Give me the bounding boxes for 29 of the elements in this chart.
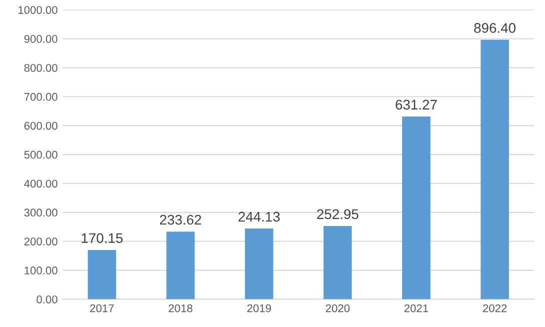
y-tick-label: 200.00 — [24, 238, 58, 246]
bar — [244, 228, 274, 300]
y-tick-label: 300.00 — [24, 208, 58, 217]
data-label: 233.62 — [160, 214, 202, 225]
y-tick-label: 500.00 — [24, 150, 58, 159]
y-tick-label: 0.00 — [36, 295, 58, 304]
y-tick-label: 800.00 — [24, 64, 58, 72]
x-tick-label: 2021 — [404, 304, 428, 312]
x-tick-label: 2017 — [90, 304, 114, 312]
y-tick-label: 900.00 — [24, 35, 58, 43]
data-label: 252.95 — [317, 209, 358, 220]
data-label: 631.27 — [396, 100, 437, 110]
bar — [166, 232, 195, 300]
bar — [324, 226, 352, 300]
y-tick-label: 1000.00 — [18, 6, 58, 14]
y-tick-label: 600.00 — [24, 122, 58, 130]
data-label: 170.15 — [82, 233, 123, 244]
bar — [402, 116, 430, 300]
y-tick-label: 400.00 — [24, 180, 58, 188]
bar — [480, 40, 509, 300]
data-label: 244.13 — [238, 212, 280, 222]
x-tick-label: 2022 — [483, 304, 507, 312]
x-tick-label: 2018 — [168, 304, 192, 312]
data-label: 896.40 — [474, 23, 516, 33]
y-tick-label: 100.00 — [24, 266, 58, 274]
x-tick-label: 2020 — [326, 304, 350, 312]
y-tick-label: 700.00 — [24, 92, 58, 101]
bar — [88, 250, 116, 300]
x-tick-label: 2019 — [247, 304, 271, 312]
